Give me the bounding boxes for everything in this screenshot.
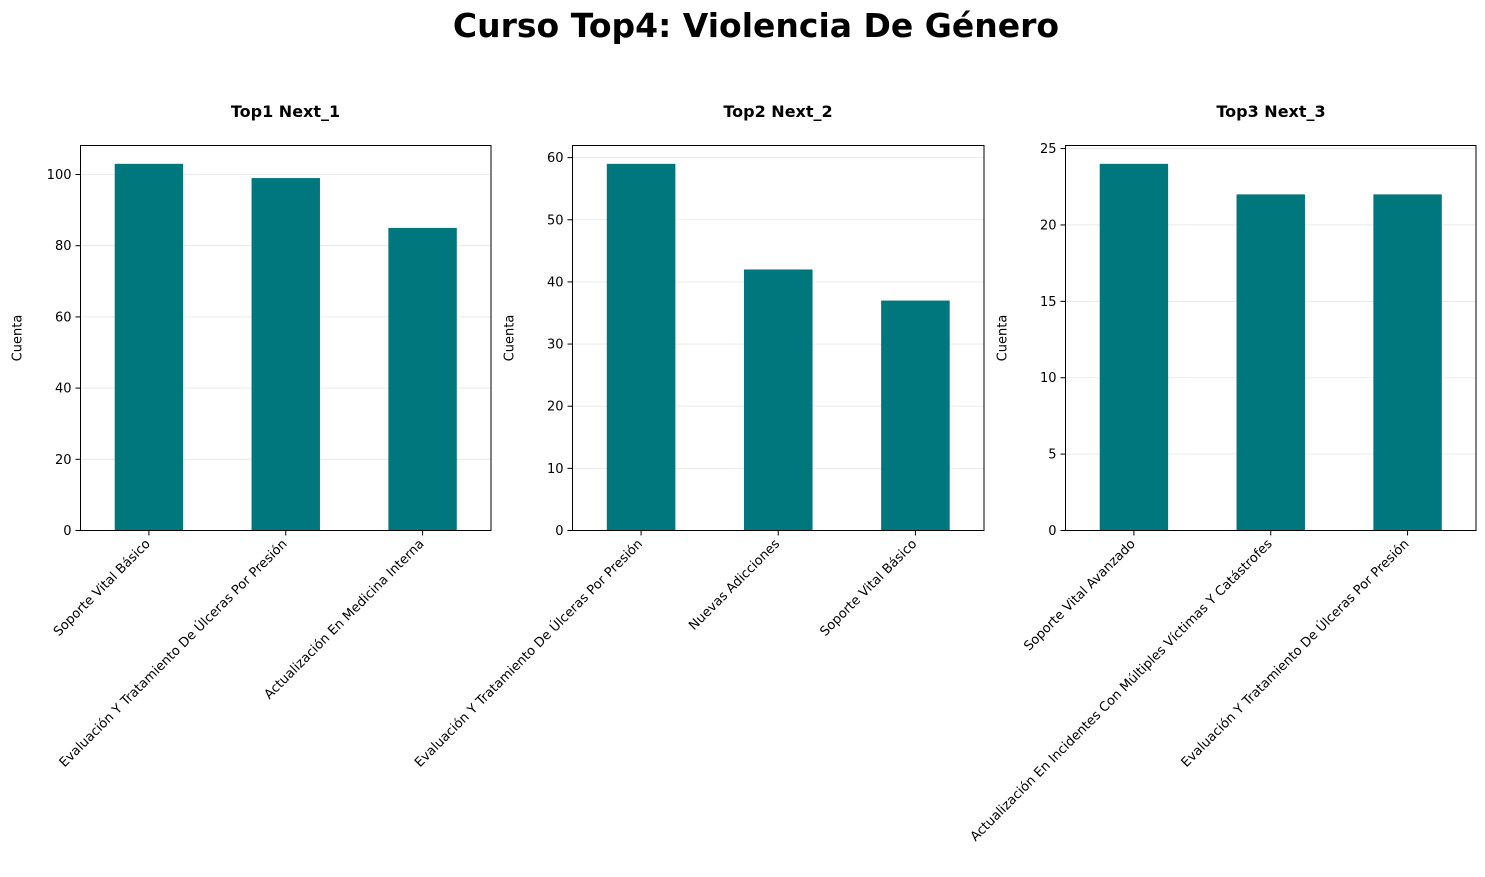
x-tick-label: Nuevas Adicciones [686, 537, 783, 634]
x-tick-label: Evaluación Y Tratamiento De Úlceras Por … [1178, 536, 1413, 771]
y-axis-label: Cuenta [503, 315, 518, 362]
bar [1373, 194, 1442, 531]
y-tick-label: 80 [55, 239, 72, 254]
y-tick-label: 0 [63, 524, 71, 539]
y-tick-label: 40 [55, 382, 72, 397]
x-tick-label: Soporte Vital Básico [51, 537, 154, 640]
y-tick-label: 0 [1048, 524, 1056, 539]
y-tick-label: 25 [1040, 142, 1057, 157]
y-tick-label: 0 [555, 524, 563, 539]
y-tick-label: 30 [547, 338, 564, 353]
chart-panel-3: Top3 Next_3 Cuenta 0 5 10 15 20 25 Soporte Vital… [968, 102, 1477, 845]
x-tick-label: Actualización En Incidentes Con Múltiple… [968, 537, 1276, 845]
bar [743, 269, 813, 531]
bar [251, 178, 320, 531]
y-tick-label: 20 [55, 453, 72, 468]
y-tick-label: 60 [55, 310, 72, 325]
y-tick-label: 5 [1048, 448, 1056, 463]
chart-panel-1: Top1 Next_1 Cuenta 0 20 40 60 80 100 Soporte Vit… [11, 102, 492, 771]
x-tick-label: Evaluación Y Tratamiento De Úlceras Por … [56, 536, 291, 771]
y-tick-label: 20 [547, 400, 564, 415]
y-tick-label: 10 [547, 462, 564, 477]
y-tick-label: 60 [547, 151, 564, 166]
chart-title: Top2 Next_2 [723, 102, 832, 121]
chart-title: Top3 Next_3 [1216, 102, 1325, 121]
bar [881, 300, 950, 531]
bar [606, 163, 676, 531]
y-tick-label: 20 [1040, 218, 1057, 233]
x-tick-label: Actualización En Medicina Interna [262, 537, 428, 703]
x-tick-label: Soporte Vital Avanzado [1021, 537, 1138, 654]
chart-panel-2: Top2 Next_2 Cuenta 0 10 20 30 40 50 60 Evaluación… [411, 102, 985, 771]
bar [114, 163, 184, 531]
bar [388, 227, 457, 531]
bar [1236, 194, 1305, 531]
chart-title: Top1 Next_1 [231, 102, 340, 121]
y-tick-label: 100 [47, 168, 72, 183]
figure-title: Curso Top4: Violencia De Género [453, 6, 1059, 45]
y-tick-label: 50 [547, 213, 564, 228]
y-tick-label: 15 [1040, 295, 1057, 310]
x-tick-label: Soporte Vital Básico [817, 537, 920, 640]
y-axis-label: Cuenta [996, 315, 1011, 362]
x-tick-label: Evaluación Y Tratamiento De Úlceras Por … [411, 536, 646, 771]
y-tick-label: 40 [547, 275, 564, 290]
y-axis-label: Cuenta [11, 315, 26, 362]
y-tick-label: 10 [1040, 371, 1057, 386]
bar [1099, 163, 1169, 531]
